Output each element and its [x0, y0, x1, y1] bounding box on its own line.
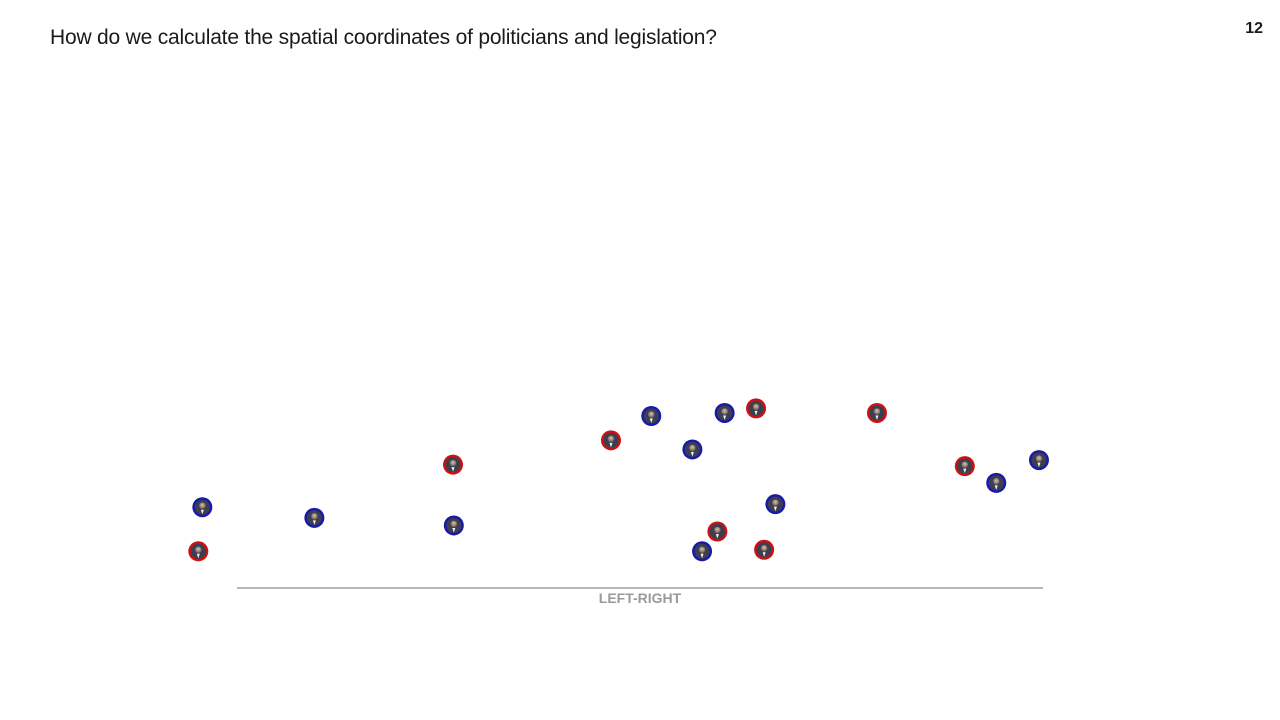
avatar-shirt [994, 485, 998, 490]
points-layer [188, 398, 1049, 562]
avatar-face [449, 459, 457, 467]
politician-point[interactable] [714, 402, 735, 423]
avatar-shirt [1037, 462, 1041, 468]
politician-point[interactable] [754, 539, 775, 560]
avatar-shirt [649, 418, 653, 423]
avatar-shirt [451, 467, 455, 472]
avatar-shirt [773, 506, 777, 512]
avatar-face [698, 546, 706, 553]
avatar-face [689, 444, 696, 452]
avatar-face [961, 461, 969, 468]
politician-point[interactable] [986, 472, 1007, 493]
slide-title: How do we calculate the spatial coordina… [50, 26, 717, 49]
avatar-face [311, 513, 318, 520]
avatar-face [714, 526, 721, 534]
politician-point[interactable] [746, 398, 767, 419]
avatar-shirt [715, 534, 719, 539]
politician-point[interactable] [641, 406, 662, 426]
politician-point[interactable] [866, 402, 887, 423]
avatar-shirt [762, 552, 766, 557]
avatar-face [607, 435, 615, 443]
avatar-shirt [723, 415, 727, 420]
avatar-shirt [754, 410, 758, 416]
avatar-shirt [452, 527, 456, 533]
politician-point[interactable] [304, 507, 325, 528]
x-axis-label: LEFT-RIGHT [599, 590, 682, 606]
avatar-shirt [200, 509, 204, 515]
avatar-shirt [196, 553, 200, 559]
politician-point[interactable] [443, 454, 464, 475]
avatar-face [648, 411, 655, 418]
avatar-shirt [312, 520, 316, 525]
avatar-face [199, 502, 206, 509]
avatar-face [195, 546, 202, 553]
politician-point[interactable] [954, 456, 975, 477]
politician-point[interactable] [765, 494, 786, 515]
avatar-shirt [963, 468, 967, 474]
avatar-face [1035, 455, 1043, 462]
avatar-face [450, 520, 458, 528]
avatar-shirt [609, 442, 613, 448]
politician-point[interactable] [443, 515, 464, 536]
avatar-face [993, 478, 1000, 485]
politician-point[interactable] [707, 521, 728, 542]
politician-point[interactable] [192, 497, 213, 518]
politician-point[interactable] [600, 430, 621, 451]
avatar-shirt [700, 553, 704, 559]
politician-point[interactable] [1028, 450, 1049, 471]
politician-point[interactable] [682, 439, 703, 460]
avatar-face [760, 545, 768, 552]
avatar-face [752, 403, 760, 411]
politician-point[interactable] [188, 541, 209, 562]
politician-point[interactable] [692, 541, 713, 562]
avatar-face [772, 499, 779, 506]
avatar-face [721, 408, 728, 415]
avatar-face [873, 408, 881, 415]
page-number: 12 [1245, 20, 1263, 37]
avatar-shirt [690, 451, 694, 457]
avatar-shirt [875, 415, 879, 420]
